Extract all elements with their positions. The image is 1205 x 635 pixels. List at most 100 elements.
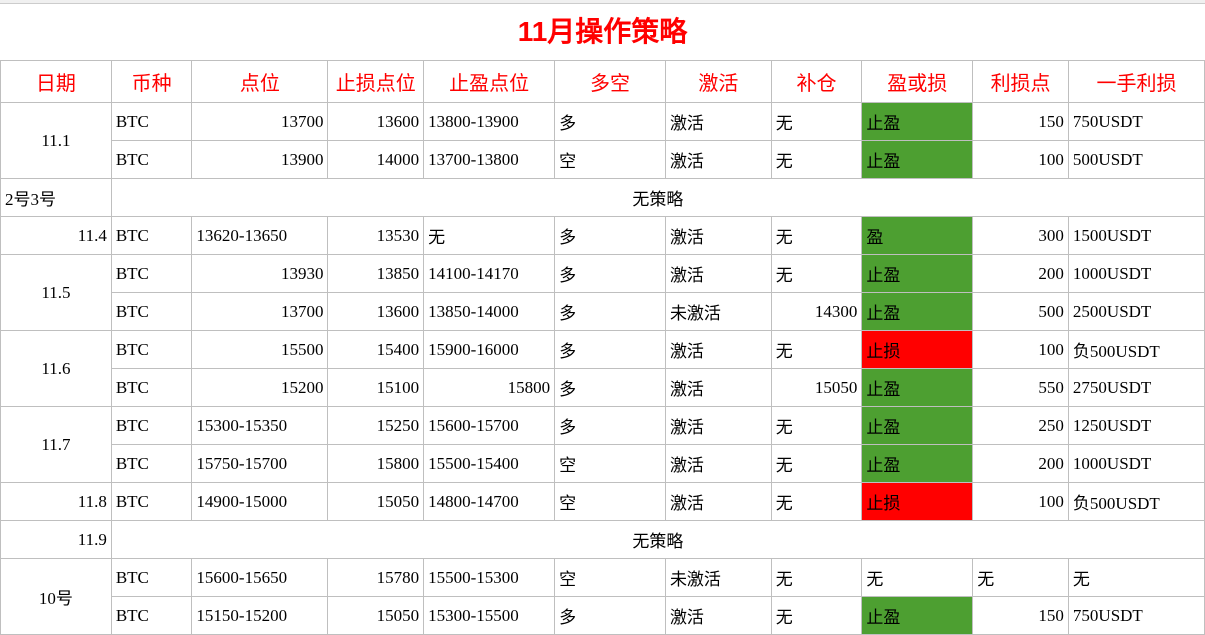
- cell-act[interactable]: 激活: [665, 445, 771, 483]
- cell-pl[interactable]: 止损: [862, 331, 973, 369]
- cell-sl[interactable]: 13600: [328, 293, 424, 331]
- cell-sl[interactable]: 15050: [328, 597, 424, 635]
- date-cell[interactable]: 11.8: [1, 483, 112, 521]
- cell-tp[interactable]: 14800-14700: [424, 483, 555, 521]
- cell-hand[interactable]: 1000USDT: [1068, 255, 1204, 293]
- cell-tp[interactable]: 15500-15400: [424, 445, 555, 483]
- cell-pts[interactable]: 250: [973, 407, 1069, 445]
- cell-pts[interactable]: 550: [973, 369, 1069, 407]
- cell-add[interactable]: 无: [771, 559, 862, 597]
- cell-coin[interactable]: BTC: [111, 255, 192, 293]
- cell-pl[interactable]: 止盈: [862, 597, 973, 635]
- col-header-act[interactable]: 激活: [665, 61, 771, 103]
- cell-tp[interactable]: 15500-15300: [424, 559, 555, 597]
- col-header-point[interactable]: 点位: [192, 61, 328, 103]
- cell-pl[interactable]: 止盈: [862, 103, 973, 141]
- col-header-add[interactable]: 补仓: [771, 61, 862, 103]
- cell-add[interactable]: 无: [771, 141, 862, 179]
- cell-pl[interactable]: 止盈: [862, 407, 973, 445]
- cell-hand[interactable]: 1000USDT: [1068, 445, 1204, 483]
- cell-coin[interactable]: BTC: [111, 597, 192, 635]
- date-cell[interactable]: 2号3号: [1, 179, 112, 217]
- cell-dir[interactable]: 多: [555, 369, 666, 407]
- col-header-tp[interactable]: 止盈点位: [424, 61, 555, 103]
- cell-tp[interactable]: 无: [424, 217, 555, 255]
- cell-sl[interactable]: 13850: [328, 255, 424, 293]
- cell-coin[interactable]: BTC: [111, 331, 192, 369]
- cell-pts[interactable]: 100: [973, 331, 1069, 369]
- cell-pts[interactable]: 无: [973, 559, 1069, 597]
- cell-point[interactable]: 13700: [192, 103, 328, 141]
- cell-tp[interactable]: 13700-13800: [424, 141, 555, 179]
- col-header-date[interactable]: 日期: [1, 61, 112, 103]
- cell-add[interactable]: 无: [771, 331, 862, 369]
- cell-act[interactable]: 激活: [665, 407, 771, 445]
- cell-dir[interactable]: 多: [555, 255, 666, 293]
- cell-add[interactable]: 无: [771, 103, 862, 141]
- cell-sl[interactable]: 15800: [328, 445, 424, 483]
- cell-act[interactable]: 激活: [665, 369, 771, 407]
- date-cell[interactable]: 11.1: [1, 103, 112, 179]
- cell-point[interactable]: 13900: [192, 141, 328, 179]
- cell-sl[interactable]: 14000: [328, 141, 424, 179]
- date-cell[interactable]: 11.9: [1, 521, 112, 559]
- cell-act[interactable]: 未激活: [665, 559, 771, 597]
- cell-pl[interactable]: 无: [862, 559, 973, 597]
- cell-act[interactable]: 激活: [665, 597, 771, 635]
- cell-point[interactable]: 13620-13650: [192, 217, 328, 255]
- cell-dir[interactable]: 空: [555, 483, 666, 521]
- cell-act[interactable]: 未激活: [665, 293, 771, 331]
- cell-sl[interactable]: 15780: [328, 559, 424, 597]
- cell-dir[interactable]: 多: [555, 217, 666, 255]
- cell-coin[interactable]: BTC: [111, 293, 192, 331]
- cell-dir[interactable]: 多: [555, 331, 666, 369]
- cell-coin[interactable]: BTC: [111, 483, 192, 521]
- cell-dir[interactable]: 空: [555, 445, 666, 483]
- cell-point[interactable]: 13700: [192, 293, 328, 331]
- cell-sl[interactable]: 15250: [328, 407, 424, 445]
- cell-sl[interactable]: 13530: [328, 217, 424, 255]
- col-header-sl[interactable]: 止损点位: [328, 61, 424, 103]
- cell-point[interactable]: 14900-15000: [192, 483, 328, 521]
- col-header-pl[interactable]: 盈或损: [862, 61, 973, 103]
- cell-tp[interactable]: 15300-15500: [424, 597, 555, 635]
- cell-point[interactable]: 15300-15350: [192, 407, 328, 445]
- cell-dir[interactable]: 多: [555, 597, 666, 635]
- date-cell[interactable]: 11.6: [1, 331, 112, 407]
- col-header-pts[interactable]: 利损点: [973, 61, 1069, 103]
- cell-point[interactable]: 15600-15650: [192, 559, 328, 597]
- cell-dir[interactable]: 空: [555, 559, 666, 597]
- cell-point[interactable]: 15200: [192, 369, 328, 407]
- cell-coin[interactable]: BTC: [111, 141, 192, 179]
- cell-add[interactable]: 无: [771, 255, 862, 293]
- cell-pl[interactable]: 止损: [862, 483, 973, 521]
- cell-add[interactable]: 15050: [771, 369, 862, 407]
- cell-point[interactable]: 15500: [192, 331, 328, 369]
- cell-hand[interactable]: 负500USDT: [1068, 331, 1204, 369]
- cell-pts[interactable]: 500: [973, 293, 1069, 331]
- cell-act[interactable]: 激活: [665, 217, 771, 255]
- cell-act[interactable]: 激活: [665, 103, 771, 141]
- cell-coin[interactable]: BTC: [111, 559, 192, 597]
- cell-add[interactable]: 无: [771, 445, 862, 483]
- cell-hand[interactable]: 500USDT: [1068, 141, 1204, 179]
- cell-tp[interactable]: 15800: [424, 369, 555, 407]
- cell-tp[interactable]: 15900-16000: [424, 331, 555, 369]
- cell-point[interactable]: 15750-15700: [192, 445, 328, 483]
- cell-hand[interactable]: 1250USDT: [1068, 407, 1204, 445]
- no-strategy-cell[interactable]: 无策略: [111, 179, 1204, 217]
- cell-pts[interactable]: 150: [973, 597, 1069, 635]
- cell-hand[interactable]: 负500USDT: [1068, 483, 1204, 521]
- cell-sl[interactable]: 15050: [328, 483, 424, 521]
- cell-tp[interactable]: 14100-14170: [424, 255, 555, 293]
- cell-tp[interactable]: 15600-15700: [424, 407, 555, 445]
- date-cell[interactable]: 11.5: [1, 255, 112, 331]
- cell-pl[interactable]: 盈: [862, 217, 973, 255]
- cell-act[interactable]: 激活: [665, 141, 771, 179]
- cell-tp[interactable]: 13850-14000: [424, 293, 555, 331]
- cell-add[interactable]: 无: [771, 597, 862, 635]
- cell-hand[interactable]: 750USDT: [1068, 103, 1204, 141]
- cell-tp[interactable]: 13800-13900: [424, 103, 555, 141]
- cell-act[interactable]: 激活: [665, 331, 771, 369]
- cell-hand[interactable]: 1500USDT: [1068, 217, 1204, 255]
